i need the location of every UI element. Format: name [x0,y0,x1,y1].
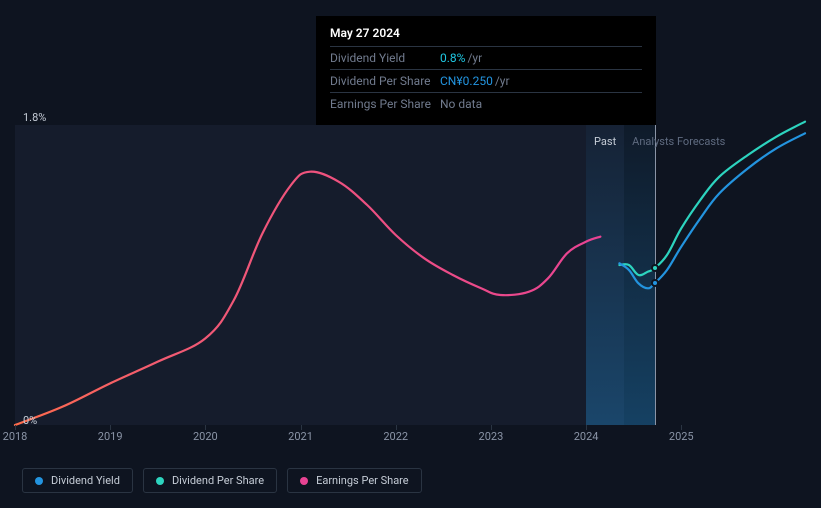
legend-dot-icon [156,477,164,485]
tooltip-date: May 27 2024 [330,26,642,40]
x-axis: 20182019202020212022202320242025 [15,430,805,450]
x-tick-line [15,425,16,430]
hover-tooltip: May 27 2024 Dividend Yield0.8% /yrDivide… [316,16,656,125]
line-dividend-per-share [619,122,805,276]
x-tick-label: 2020 [193,430,218,443]
x-tick-line [301,425,302,430]
x-tick-line [396,425,397,430]
x-tick-label: 2018 [3,430,28,443]
legend-dividend-yield[interactable]: Dividend Yield [22,468,133,493]
x-tick-label: 2024 [574,430,599,443]
tooltip-row-label: Earnings Per Share [330,97,440,111]
tooltip-row: Dividend Per ShareCN¥0.250 /yr [330,69,642,92]
legend-earnings-per-share[interactable]: Earnings Per Share [287,468,422,493]
x-tick-line [205,425,206,430]
tooltip-rows: Dividend Yield0.8% /yrDividend Per Share… [330,46,642,115]
tooltip-row-label: Dividend Per Share [330,74,440,88]
line-dividend-yield [619,133,805,288]
x-tick-line [681,425,682,430]
legend-dot-icon [35,477,43,485]
x-tick-label: 2022 [383,430,408,443]
tooltip-row-suffix: /yr [467,51,482,65]
series-marker [651,279,659,287]
chart-lines-svg [15,125,805,425]
legend-dot-icon [300,477,308,485]
legend-dividend-per-share[interactable]: Dividend Per Share [143,468,277,493]
tooltip-row: Dividend Yield0.8% /yr [330,46,642,69]
x-tick-label: 2021 [288,430,313,443]
x-tick-line [586,425,587,430]
chart-area[interactable]: Past Analysts Forecasts 1.8% 0% [15,125,805,425]
legend-label: Dividend Yield [51,474,120,487]
y-axis-top-label: 1.8% [23,111,46,124]
tooltip-row: Earnings Per ShareNo data [330,92,642,115]
x-tick-label: 2019 [98,430,123,443]
tooltip-row-value: 0.8% [440,51,465,65]
x-tick-line [491,425,492,430]
series-marker [651,264,659,272]
legend-label: Dividend Per Share [172,474,264,487]
y-axis-bottom-label: 0% [23,414,37,427]
legend: Dividend Yield Dividend Per Share Earnings… [22,468,422,493]
tooltip-row-label: Dividend Yield [330,51,440,65]
x-tick-label: 2025 [669,430,694,443]
tooltip-row-value: No data [440,97,482,111]
tooltip-row-suffix: /yr [495,74,510,88]
legend-label: Earnings Per Share [316,474,409,487]
line-earnings-per-share [15,172,600,425]
x-tick-line [110,425,111,430]
tooltip-row-value: CN¥0.250 [440,74,493,88]
x-tick-label: 2023 [479,430,504,443]
